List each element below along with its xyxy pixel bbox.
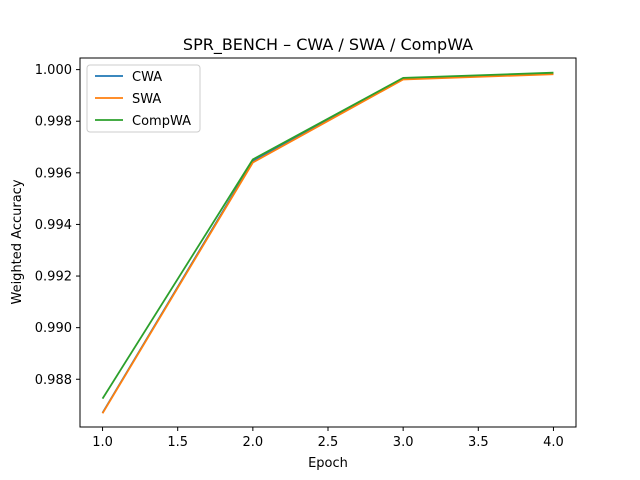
x-tick-label: 3.0 bbox=[393, 435, 414, 450]
x-ticks: 1.0 1.5 2.0 2.5 3.0 3.5 4.0 bbox=[92, 427, 564, 450]
x-tick-label: 1.0 bbox=[92, 435, 113, 450]
x-tick-label: 3.5 bbox=[468, 435, 489, 450]
y-tick-label: 0.990 bbox=[35, 321, 72, 336]
y-tick-label: 0.994 bbox=[35, 218, 72, 233]
y-axis-label: Weighted Accuracy bbox=[10, 179, 25, 304]
y-tick-label: 0.988 bbox=[35, 373, 72, 388]
chart-title: SPR_BENCH – CWA / SWA / CompWA bbox=[183, 35, 473, 55]
legend-label-compwa: CompWA bbox=[132, 114, 191, 129]
legend-box bbox=[86, 64, 201, 133]
legend: CWA SWA CompWA bbox=[86, 64, 201, 133]
y-tick-label: 0.998 bbox=[35, 115, 72, 130]
legend-label-swa: SWA bbox=[132, 92, 161, 107]
x-tick-label: 1.5 bbox=[167, 435, 188, 450]
x-tick-label: 2.0 bbox=[243, 435, 264, 450]
series-line-compwa bbox=[101, 71, 554, 400]
y-tick-label: 0.996 bbox=[35, 166, 72, 181]
x-axis-label: Epoch bbox=[308, 456, 348, 471]
series-line-swa bbox=[101, 73, 554, 414]
y-ticks: 0.988 0.990 0.992 0.994 0.996 0.998 1.000 bbox=[35, 63, 80, 388]
x-tick-label: 4.0 bbox=[543, 435, 564, 450]
y-tick-label: 0.992 bbox=[35, 270, 72, 285]
x-tick-label: 2.5 bbox=[318, 435, 339, 450]
legend-label-cwa: CWA bbox=[132, 70, 162, 85]
plot-lines bbox=[101, 71, 554, 414]
y-tick-label: 1.000 bbox=[35, 63, 72, 78]
